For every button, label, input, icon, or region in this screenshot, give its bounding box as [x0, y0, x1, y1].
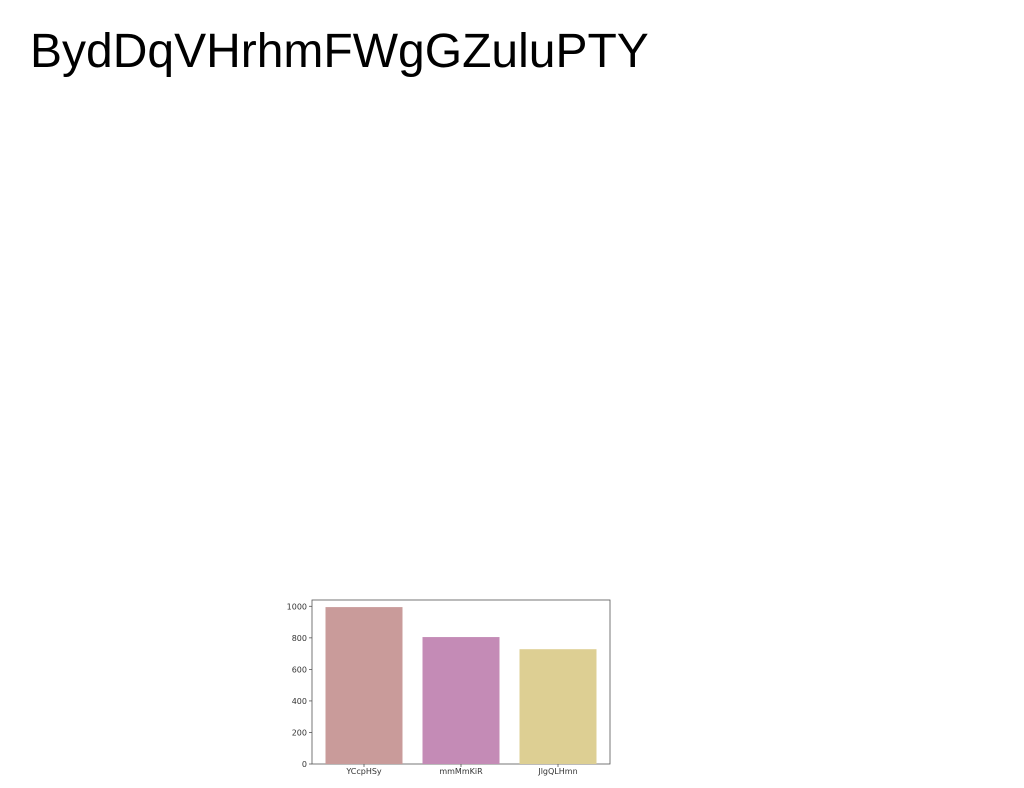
y-tick-label: 400	[292, 697, 307, 706]
bar-JlgQLHmn	[519, 649, 597, 764]
page-title: BydDqVHrhmFWgGZuluPTY	[30, 25, 649, 78]
y-tick-label: 600	[292, 665, 307, 674]
x-tick-label: mmMmKiR	[439, 767, 483, 776]
x-tick-label: JlgQLHmn	[537, 767, 577, 776]
y-tick-label: 1000	[287, 602, 307, 611]
y-tick-label: 0	[302, 760, 307, 769]
bar-YCcpHSy	[325, 607, 403, 764]
bar-mmMmKiR	[422, 637, 500, 764]
y-tick-label: 800	[292, 634, 307, 643]
bar-chart: 0 200 400 600 800 1000 YCcpHSy mmMmKiR JlgQLHmn	[270, 590, 630, 785]
y-axis: 0 200 400 600 800 1000	[287, 602, 312, 769]
y-tick-label: 200	[292, 728, 307, 737]
bars-group	[325, 607, 597, 764]
x-tick-label: YCcpHSy	[345, 767, 382, 776]
chart-canvas: 0 200 400 600 800 1000 YCcpHSy mmMmKiR JlgQLHmn	[287, 599, 611, 776]
x-axis: YCcpHSy mmMmKiR JlgQLHmn	[345, 764, 578, 776]
